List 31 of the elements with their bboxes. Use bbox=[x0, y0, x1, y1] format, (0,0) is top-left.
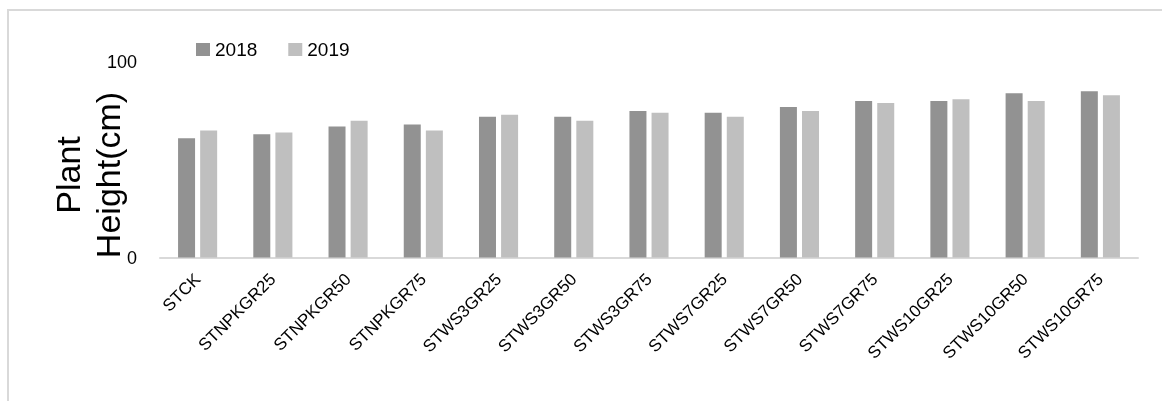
bar bbox=[1005, 93, 1023, 258]
bar bbox=[200, 130, 218, 258]
bar bbox=[1102, 95, 1120, 258]
bar bbox=[478, 116, 496, 258]
bar bbox=[501, 114, 519, 258]
bar bbox=[576, 120, 594, 258]
legend-label: 2018 bbox=[215, 39, 258, 60]
bar bbox=[1027, 101, 1045, 258]
y-tick-label: 100 bbox=[106, 52, 137, 72]
bar bbox=[328, 126, 346, 258]
bar bbox=[1080, 91, 1098, 258]
bar bbox=[930, 101, 948, 258]
bar bbox=[275, 132, 293, 258]
bar bbox=[651, 112, 669, 258]
bar bbox=[178, 138, 196, 258]
bar bbox=[779, 106, 797, 258]
bar bbox=[554, 116, 572, 258]
bar bbox=[253, 134, 271, 258]
bar bbox=[877, 103, 895, 258]
bar bbox=[952, 99, 970, 258]
bar bbox=[403, 124, 421, 258]
y-axis-title: Plant Height(cm) bbox=[48, 90, 127, 261]
bar bbox=[704, 112, 722, 258]
bar bbox=[350, 120, 368, 258]
legend-label: 2019 bbox=[307, 39, 350, 60]
bar bbox=[855, 101, 873, 258]
bar bbox=[629, 110, 647, 258]
bar bbox=[425, 130, 443, 258]
bar bbox=[802, 110, 820, 258]
y-tick-label: 0 bbox=[126, 247, 137, 268]
bar bbox=[726, 116, 744, 258]
